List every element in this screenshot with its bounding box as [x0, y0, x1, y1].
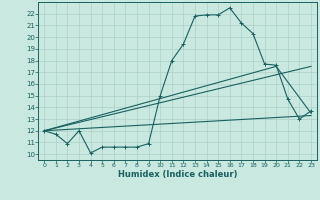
X-axis label: Humidex (Indice chaleur): Humidex (Indice chaleur)	[118, 170, 237, 179]
